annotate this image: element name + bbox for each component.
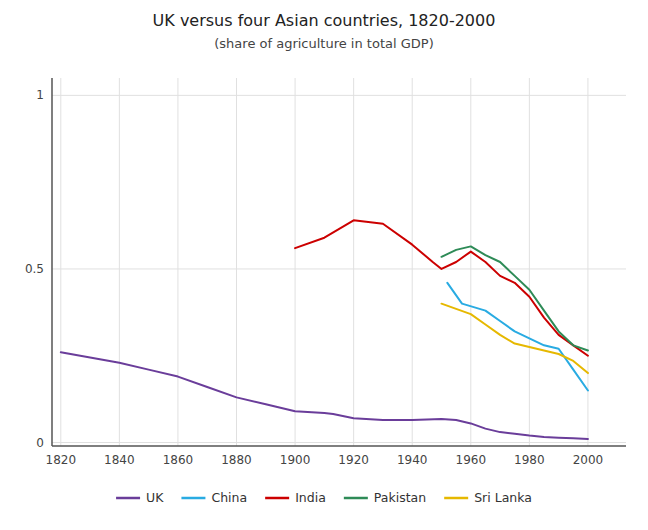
- series-lines: [61, 220, 588, 439]
- x-tick-label: 1920: [338, 453, 369, 467]
- legend-label: China: [211, 490, 247, 505]
- legend: UK China India Pakistan Sri Lanka: [116, 490, 532, 505]
- grid-line: [470, 78, 471, 446]
- x-tick-label: 1900: [280, 453, 311, 467]
- legend-item: UK: [116, 490, 164, 505]
- subtitle: (share of agriculture in total GDP): [214, 36, 433, 51]
- grid-line: [52, 442, 626, 443]
- legend-item: China: [181, 490, 247, 505]
- grid-line: [236, 78, 237, 446]
- legend-swatch: [344, 497, 368, 500]
- grid-line: [295, 78, 296, 446]
- grid-line: [353, 78, 354, 446]
- x-tick-label: 2000: [573, 453, 604, 467]
- legend-label: UK: [146, 490, 164, 505]
- grid-line: [52, 268, 626, 269]
- grid-line: [60, 78, 61, 446]
- x-tick-label: 1820: [46, 453, 77, 467]
- legend-item: India: [265, 490, 326, 505]
- y-axis-line: [51, 78, 53, 446]
- grid-line: [52, 95, 626, 96]
- grid-line: [177, 78, 178, 446]
- y-tick-label: 0.5: [25, 262, 44, 276]
- x-tick-label: 1980: [514, 453, 545, 467]
- legend-swatch: [444, 497, 468, 500]
- series-line: [61, 352, 588, 439]
- legend-label: Sri Lanka: [474, 490, 532, 505]
- x-axis-line: [52, 445, 626, 447]
- legend-label: India: [295, 490, 326, 505]
- series-line: [442, 304, 588, 373]
- legend-swatch: [181, 497, 205, 500]
- legend-item: Pakistan: [344, 490, 426, 505]
- grid-line: [119, 78, 120, 446]
- x-tick-label: 1840: [104, 453, 135, 467]
- x-tick-label: 1880: [221, 453, 252, 467]
- legend-swatch: [265, 497, 289, 500]
- series-line: [447, 283, 588, 391]
- legend-item: Sri Lanka: [444, 490, 532, 505]
- grid-line: [529, 78, 530, 446]
- y-tick-label: 0: [36, 436, 44, 450]
- series-line: [442, 246, 588, 350]
- x-tick-label: 1960: [456, 453, 487, 467]
- chart: UK versus four Asian countries, 1820-200…: [0, 0, 648, 530]
- grid-line: [412, 78, 413, 446]
- y-tick-label: 1: [36, 88, 44, 102]
- x-tick-label: 1940: [397, 453, 428, 467]
- x-tick-label: 1860: [163, 453, 194, 467]
- legend-label: Pakistan: [374, 490, 426, 505]
- grid: [52, 78, 626, 446]
- legend-swatch: [116, 497, 140, 500]
- title: UK versus four Asian countries, 1820-200…: [153, 11, 496, 30]
- series-line: [295, 220, 588, 355]
